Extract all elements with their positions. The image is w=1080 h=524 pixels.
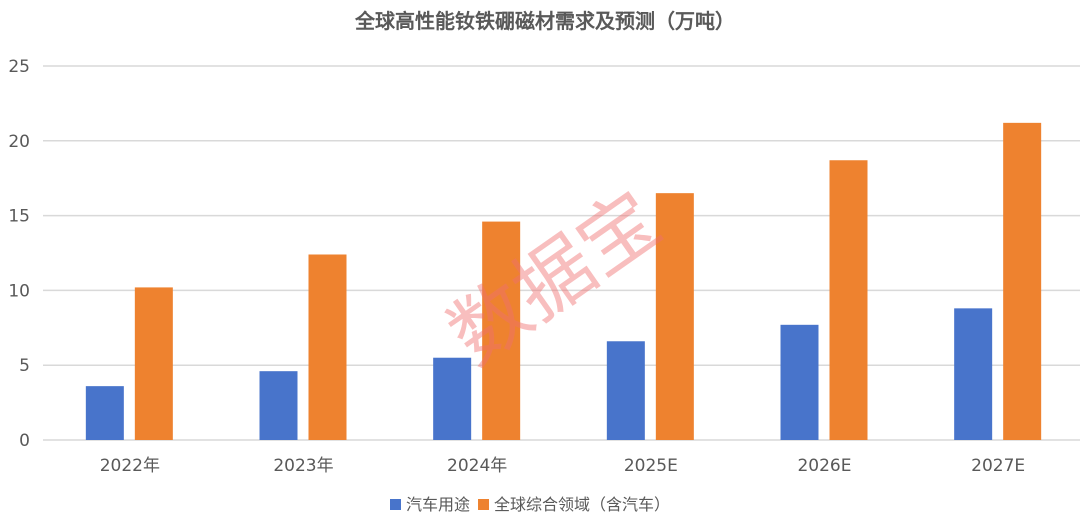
bar-auto bbox=[606, 341, 645, 440]
y-tick-label: 25 bbox=[8, 57, 30, 77]
bar-auto bbox=[259, 371, 298, 440]
legend: 汽车用途 全球综合领域（含汽车） bbox=[390, 495, 670, 514]
y-tick-label: 10 bbox=[8, 281, 30, 301]
bars bbox=[85, 122, 1042, 441]
y-tick-label: 5 bbox=[19, 356, 30, 376]
x-tick-label: 2026E bbox=[797, 456, 851, 476]
bar-total bbox=[482, 221, 521, 440]
x-tick-label: 2022年 bbox=[100, 456, 160, 476]
legend-label: 汽车用途 bbox=[406, 495, 470, 514]
bar-total bbox=[829, 160, 868, 441]
y-tick-label: 0 bbox=[19, 431, 30, 451]
bar-auto bbox=[780, 324, 819, 440]
x-axis: 2022年 2023年 2024年 2025E 2026E 2027E bbox=[100, 456, 1025, 476]
y-axis: 0 5 10 15 20 25 bbox=[8, 57, 30, 451]
bar-auto bbox=[954, 308, 993, 440]
legend-swatch bbox=[478, 499, 490, 510]
legend-label: 全球综合领域（含汽车） bbox=[494, 495, 670, 514]
bar-total bbox=[308, 254, 347, 440]
legend-swatch bbox=[390, 499, 401, 510]
grid bbox=[43, 65, 1080, 441]
bar-total bbox=[1003, 122, 1042, 441]
chart-title: 全球高性能钕铁硼磁材需求及预测（万吨） bbox=[354, 9, 735, 33]
bar-auto bbox=[433, 357, 472, 440]
x-tick-label: 2023年 bbox=[273, 456, 333, 476]
x-tick-label: 2027E bbox=[971, 456, 1025, 476]
bar-total bbox=[134, 287, 173, 440]
x-tick-label: 2025E bbox=[624, 456, 678, 476]
y-tick-label: 15 bbox=[8, 207, 30, 227]
y-tick-label: 20 bbox=[8, 132, 30, 152]
x-tick-label: 2024年 bbox=[447, 456, 507, 476]
bar-auto bbox=[85, 386, 124, 440]
bar-total bbox=[655, 193, 694, 440]
